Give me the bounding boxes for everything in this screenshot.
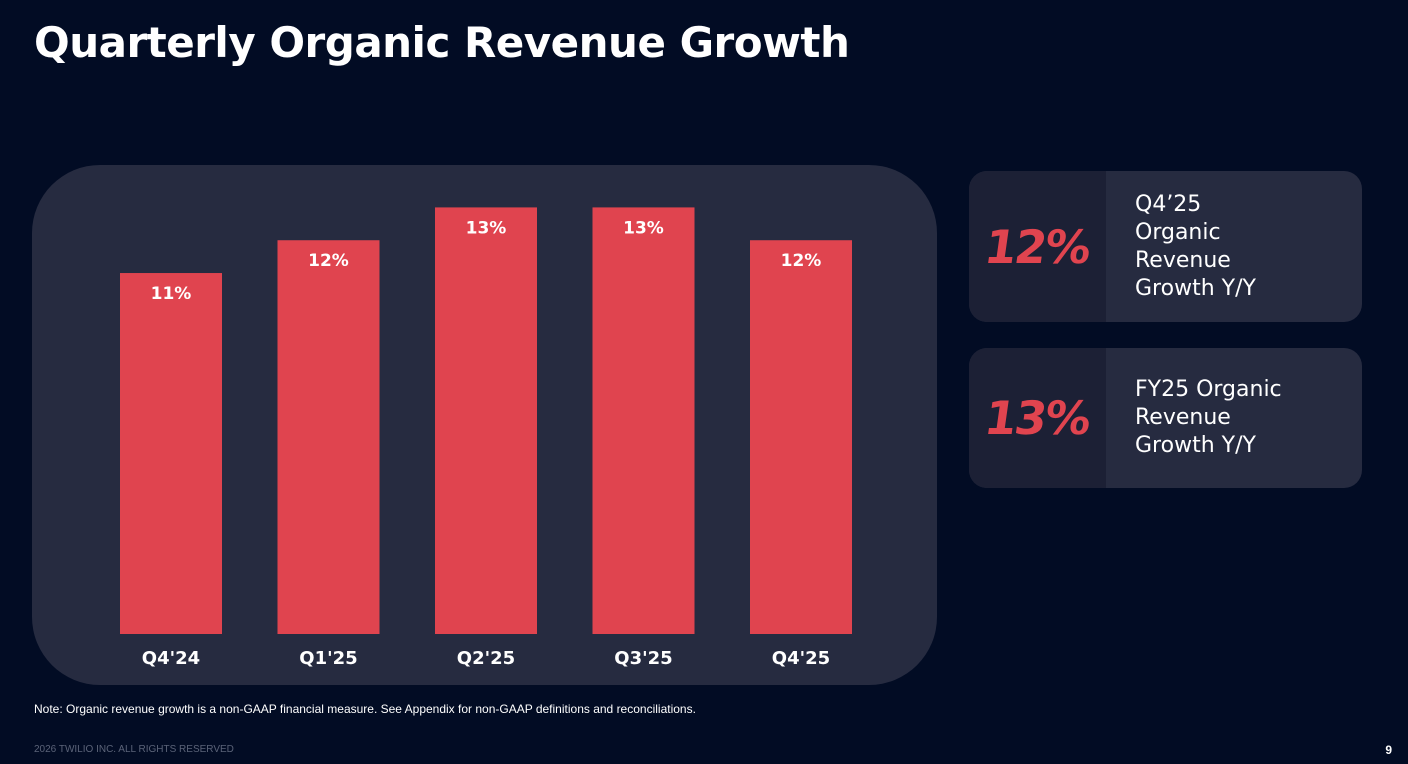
kpi-value-fy: 13%: [981, 391, 1094, 445]
kpi-value-q4: 12%: [981, 219, 1094, 274]
bar-5: [750, 240, 852, 634]
bar-chart: 11% Q4'24 12% Q1'25 13% Q2'25 13% Q3'25 12% Q4'25: [120, 207, 852, 669]
kpi-card-q4: 12% Q4’25 Organic Revenue Growth Y/Y: [969, 171, 1362, 322]
bar-2: [277, 240, 380, 634]
category-label: Q2'25: [457, 648, 515, 669]
bar-1: [120, 273, 222, 634]
category-label: Q1'25: [299, 648, 357, 669]
category-label: Q3'25: [614, 648, 672, 669]
footnote: Note: Organic revenue growth is a non-GA…: [34, 702, 696, 716]
copyright-footer: 2026 TWILIO INC. ALL RIGHTS RESERVED: [34, 744, 234, 755]
chart-panel: 11% Q4'24 12% Q1'25 13% Q2'25 13% Q3'25 12% Q4'25: [32, 165, 937, 685]
category-label: Q4'24: [142, 648, 200, 669]
page-number: 9: [1385, 743, 1392, 757]
bar-3: [435, 207, 537, 634]
bar-value-label: 13%: [466, 218, 507, 238]
bars-group: 11% Q4'24 12% Q1'25 13% Q2'25 13% Q3'25 12% Q4'25: [120, 207, 852, 669]
category-label: Q4'25: [772, 648, 830, 669]
bar-value-label: 12%: [781, 251, 822, 271]
kpi-value-cell: 13%: [969, 348, 1106, 488]
kpi-label-cell: FY25 Organic Revenue Growth Y/Y: [1135, 348, 1350, 488]
kpi-card-fy: 13% FY25 Organic Revenue Growth Y/Y: [969, 348, 1362, 488]
kpi-label-cell: Q4’25 Organic Revenue Growth Y/Y: [1135, 171, 1350, 322]
page-title: Quarterly Organic Revenue Growth: [34, 18, 850, 67]
kpi-label-q4: Q4’25 Organic Revenue Growth Y/Y: [1135, 191, 1256, 301]
bar-value-label: 13%: [623, 218, 664, 238]
bar-value-label: 11%: [151, 284, 192, 304]
bar-4: [592, 207, 695, 634]
bar-value-label: 12%: [308, 251, 349, 271]
kpi-label-fy: FY25 Organic Revenue Growth Y/Y: [1135, 377, 1282, 458]
kpi-value-cell: 12%: [969, 171, 1106, 322]
